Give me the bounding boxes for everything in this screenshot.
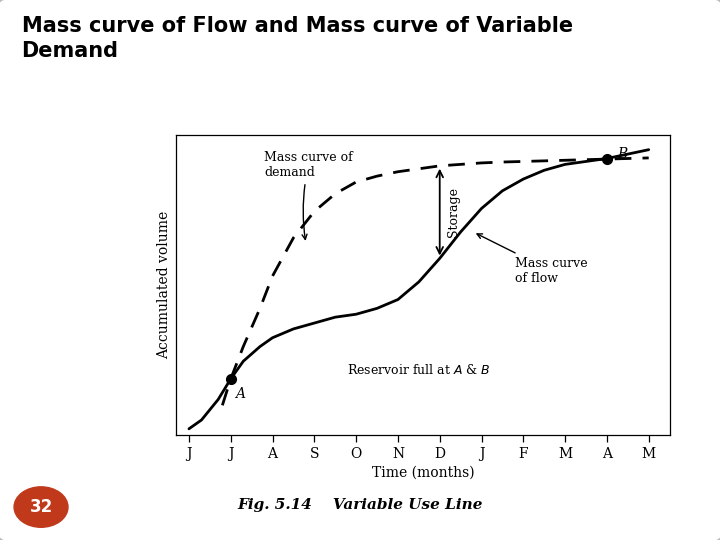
Text: Reservoir full at $A$ & $B$: Reservoir full at $A$ & $B$ [347,363,490,377]
Text: Mass curve
of flow: Mass curve of flow [477,234,588,285]
Text: Fig. 5.14    Variable Use Line: Fig. 5.14 Variable Use Line [238,498,482,512]
Text: 32: 32 [30,498,53,516]
Text: Mass curve of Flow and Mass curve of Variable
Demand: Mass curve of Flow and Mass curve of Var… [22,16,572,61]
Text: Storage: Storage [447,187,460,237]
Text: B: B [617,147,628,160]
Circle shape [14,487,68,527]
Text: A: A [235,387,245,401]
Text: Mass curve of
demand: Mass curve of demand [264,151,353,239]
X-axis label: Time (months): Time (months) [372,466,474,480]
Y-axis label: Accumulated volume: Accumulated volume [157,211,171,359]
